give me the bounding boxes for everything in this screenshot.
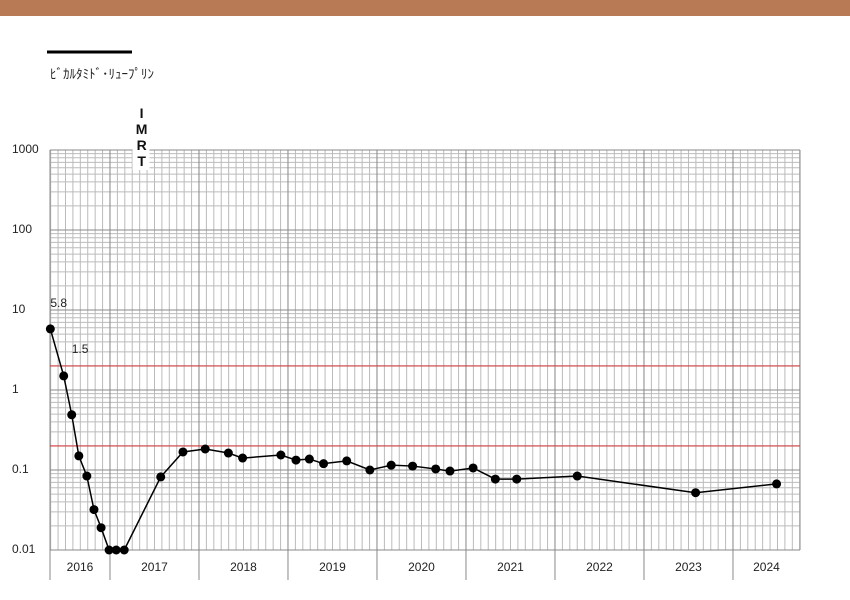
data-point bbox=[386, 460, 396, 470]
header-bar bbox=[0, 0, 850, 16]
data-point bbox=[304, 454, 314, 464]
data-point bbox=[572, 471, 582, 481]
data-point bbox=[408, 461, 418, 471]
series-line bbox=[49, 328, 777, 551]
data-point bbox=[223, 448, 233, 458]
data-point bbox=[156, 472, 166, 482]
data-point bbox=[431, 464, 441, 474]
y-tick-label: 0.1 bbox=[12, 462, 29, 476]
y-tick-label: 1000 bbox=[12, 142, 39, 156]
data-point bbox=[691, 488, 701, 498]
data-point bbox=[490, 474, 500, 484]
x-tick-label: 2020 bbox=[408, 560, 435, 574]
data-point bbox=[119, 545, 129, 555]
y-tick-label: 1 bbox=[12, 382, 19, 396]
data-point bbox=[45, 324, 55, 334]
data-point bbox=[104, 545, 114, 555]
data-point bbox=[178, 447, 188, 457]
data-point bbox=[319, 459, 329, 469]
data-label: 5.8 bbox=[50, 296, 67, 310]
data-point bbox=[200, 444, 210, 454]
data-point bbox=[96, 523, 106, 533]
data-point bbox=[238, 453, 248, 463]
x-tick-label: 2017 bbox=[141, 560, 168, 574]
x-tick-label: 2016 bbox=[67, 560, 94, 574]
data-point bbox=[342, 456, 352, 466]
data-point bbox=[82, 471, 92, 481]
x-tick-label: 2018 bbox=[230, 560, 257, 574]
data-point bbox=[445, 466, 455, 476]
data-point bbox=[512, 474, 522, 484]
data-label: 1.5 bbox=[72, 342, 89, 356]
data-point bbox=[59, 371, 69, 381]
data-point bbox=[772, 479, 782, 489]
data-point bbox=[291, 455, 301, 465]
data-point bbox=[111, 545, 121, 555]
data-point bbox=[276, 450, 286, 460]
x-tick-label: 2022 bbox=[586, 560, 613, 574]
data-point bbox=[365, 465, 375, 475]
x-tick-label: 2021 bbox=[497, 560, 524, 574]
data-point bbox=[89, 505, 99, 515]
data-point bbox=[67, 410, 77, 420]
x-tick-label: 2024 bbox=[753, 560, 780, 574]
y-tick-label: 10 bbox=[12, 302, 26, 316]
y-tick-label: 0.01 bbox=[12, 542, 36, 556]
legend-label: ﾋﾞｶﾙﾀﾐﾄﾞ･ﾘｭｰﾌﾟﾘﾝ bbox=[50, 66, 154, 81]
data-point bbox=[74, 451, 84, 461]
x-tick-label: 2023 bbox=[675, 560, 702, 574]
x-tick-label: 2019 bbox=[319, 560, 346, 574]
annotation: IMRT bbox=[132, 104, 150, 170]
y-tick-label: 100 bbox=[12, 222, 32, 236]
data-point bbox=[468, 463, 478, 473]
